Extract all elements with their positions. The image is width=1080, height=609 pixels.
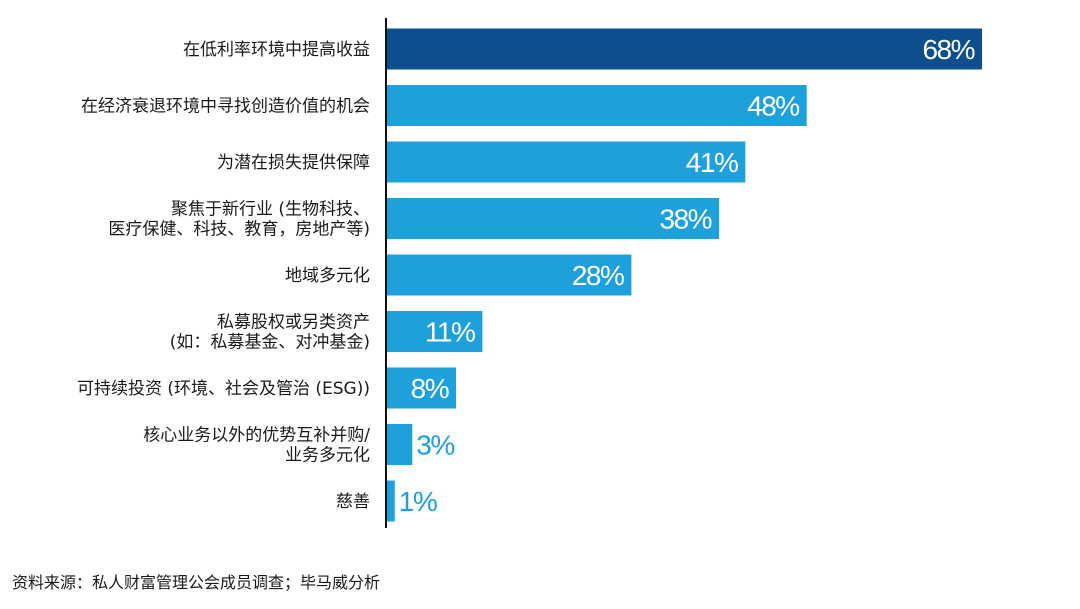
bar-8 (386, 424, 413, 465)
bar-7 (386, 367, 457, 409)
bar-3 (386, 141, 746, 183)
category-label-5: 地域多元化 (285, 266, 370, 286)
value-label-3: 41% (686, 147, 738, 178)
category-label-8: 核心业务以外的优势互补并购/业务多元化 (143, 426, 370, 466)
value-label-4: 38% (660, 204, 712, 235)
bar-5 (386, 254, 632, 296)
bar-6 (386, 311, 483, 352)
bar-2 (386, 85, 807, 126)
category-label-9: 慈善 (336, 492, 370, 512)
value-label-1: 68% (922, 34, 974, 65)
value-label-7: 8% (411, 373, 449, 404)
category-label-4: 聚焦于新行业 (生物科技、医疗保健、科技、教育，房地产等) (108, 200, 370, 240)
bar-9 (386, 480, 395, 522)
category-label-1: 在低利率环境中提高收益 (183, 40, 370, 60)
category-label-7: 可持续投资 (环境、社会及管治 (ESG)) (77, 379, 370, 399)
value-label-5: 28% (572, 260, 624, 291)
bar-1 (386, 28, 982, 70)
category-label-3: 为潜在损失提供保障 (217, 153, 370, 173)
category-label-2: 在经济衰退环境中寻找创造价值的机会 (81, 97, 370, 117)
value-label-2: 48% (747, 91, 799, 122)
category-label-6: 私募股权或另类资产(如：私募基金、对冲基金) (170, 313, 370, 353)
value-label-9: 1% (399, 486, 437, 517)
source-note: 资料来源：私人财富管理公会成员调查；毕马威分析 (12, 573, 381, 592)
bar-4 (386, 198, 720, 239)
value-label-6: 11% (425, 317, 475, 348)
value-label-8: 3% (416, 430, 454, 461)
bar-chart: 68% 在低利率环境中提高收益 48% 在经济衰退环境中寻找创造价值的机会 41% 为潜在… (77, 18, 982, 528)
